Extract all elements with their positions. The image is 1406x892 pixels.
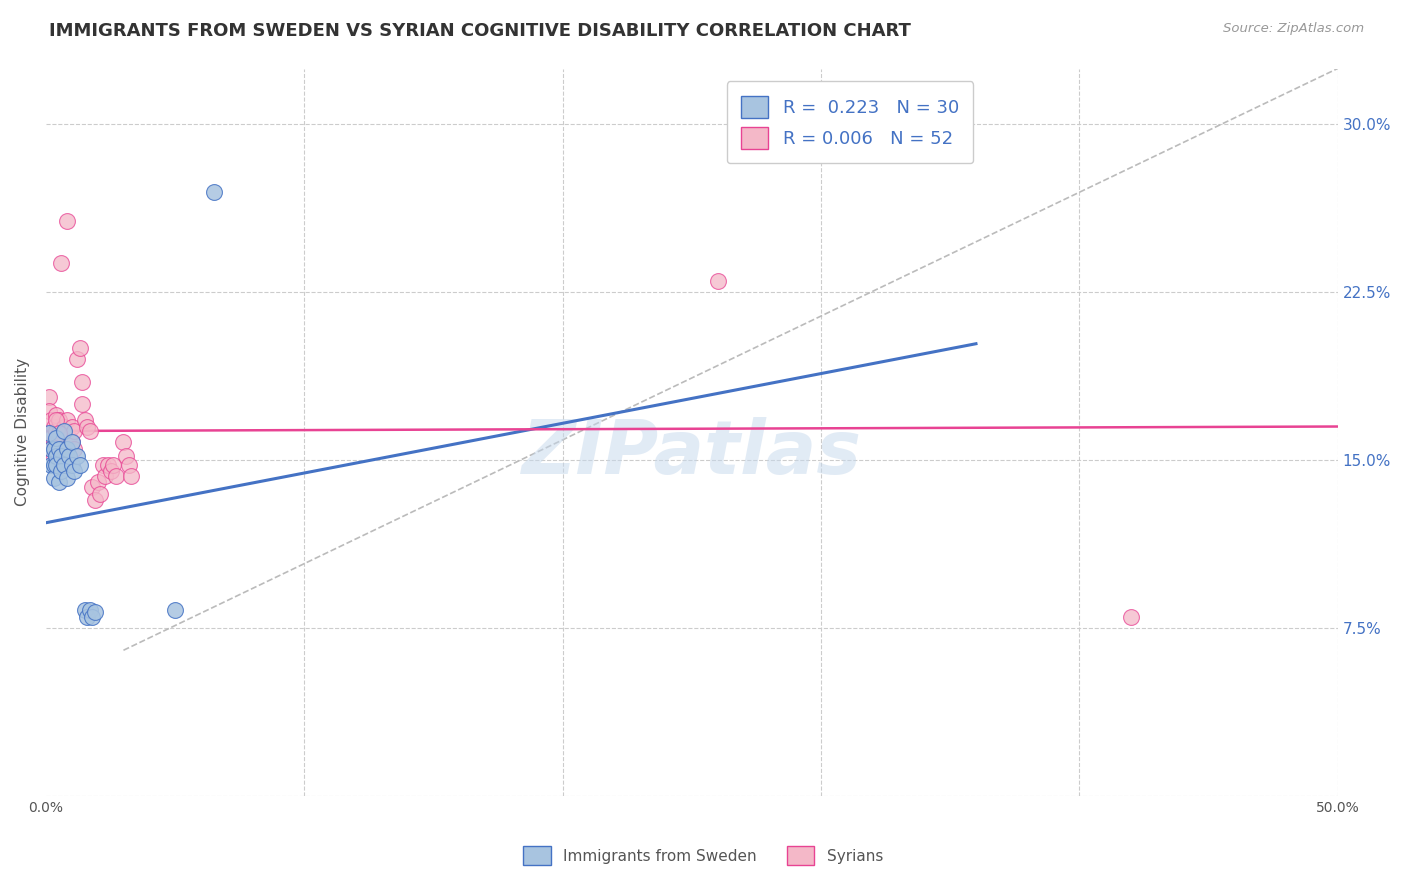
Point <box>48 431 70 445</box>
Point <box>55 213 77 227</box>
Point <box>42 435 65 450</box>
Point <box>53 458 76 472</box>
Point <box>58 431 80 445</box>
Point <box>53 435 76 450</box>
Point <box>104 468 127 483</box>
Point <box>79 603 101 617</box>
Text: ZIPatlas: ZIPatlas <box>522 417 862 491</box>
Point <box>60 458 83 472</box>
Legend: Immigrants from Sweden, Syrians: Immigrants from Sweden, Syrians <box>517 840 889 871</box>
Point <box>38 426 60 441</box>
Point <box>76 609 98 624</box>
Point <box>63 464 86 478</box>
Point <box>69 341 91 355</box>
Text: Source: ZipAtlas.com: Source: ZipAtlas.com <box>1223 22 1364 36</box>
Point <box>1119 609 1142 624</box>
Point <box>42 471 65 485</box>
Point <box>39 413 62 427</box>
Point <box>42 449 65 463</box>
Point <box>60 435 83 450</box>
Point <box>70 375 93 389</box>
Point <box>55 442 77 456</box>
Point <box>115 449 138 463</box>
Point <box>112 435 135 450</box>
Point <box>42 419 65 434</box>
Point <box>117 458 139 472</box>
Point <box>39 442 62 456</box>
Point <box>45 449 67 463</box>
Point <box>66 449 89 463</box>
Point <box>76 419 98 434</box>
Point <box>100 464 122 478</box>
Point <box>97 458 120 472</box>
Point <box>48 475 70 490</box>
Legend: R =  0.223   N = 30, R = 0.006   N = 52: R = 0.223 N = 30, R = 0.006 N = 52 <box>727 81 973 163</box>
Point <box>58 449 80 463</box>
Point <box>51 256 73 270</box>
Point <box>39 458 62 472</box>
Point <box>45 435 67 450</box>
Point <box>55 413 77 427</box>
Point <box>202 185 225 199</box>
Point <box>91 458 114 472</box>
Point <box>63 442 86 456</box>
Point <box>94 468 117 483</box>
Point <box>45 424 67 438</box>
Point <box>45 458 67 472</box>
Point <box>38 391 60 405</box>
Point <box>42 458 65 472</box>
Point <box>58 449 80 463</box>
Point <box>84 605 107 619</box>
Point <box>51 449 73 463</box>
Point <box>101 458 124 472</box>
Point <box>45 409 67 423</box>
Point <box>45 413 67 427</box>
Point <box>53 424 76 438</box>
Point <box>82 480 104 494</box>
Point <box>82 609 104 624</box>
Point <box>51 442 73 456</box>
Point <box>51 458 73 472</box>
Point <box>48 413 70 427</box>
Point <box>84 493 107 508</box>
Point <box>39 431 62 445</box>
Y-axis label: Cognitive Disability: Cognitive Disability <box>15 358 30 506</box>
Point <box>60 419 83 434</box>
Point <box>48 426 70 441</box>
Point <box>89 486 111 500</box>
Point <box>45 431 67 445</box>
Point <box>165 603 187 617</box>
Point <box>120 468 142 483</box>
Point <box>86 475 108 490</box>
Point <box>60 435 83 450</box>
Point <box>42 442 65 456</box>
Point <box>48 442 70 456</box>
Point <box>79 424 101 438</box>
Point <box>73 413 96 427</box>
Point <box>706 274 728 288</box>
Point <box>51 464 73 478</box>
Point <box>55 435 77 450</box>
Point <box>38 404 60 418</box>
Point <box>39 442 62 456</box>
Point <box>66 352 89 367</box>
Point <box>55 471 77 485</box>
Point <box>73 603 96 617</box>
Text: IMMIGRANTS FROM SWEDEN VS SYRIAN COGNITIVE DISABILITY CORRELATION CHART: IMMIGRANTS FROM SWEDEN VS SYRIAN COGNITI… <box>49 22 911 40</box>
Point <box>70 397 93 411</box>
Point <box>63 424 86 438</box>
Point <box>53 419 76 434</box>
Point <box>69 458 91 472</box>
